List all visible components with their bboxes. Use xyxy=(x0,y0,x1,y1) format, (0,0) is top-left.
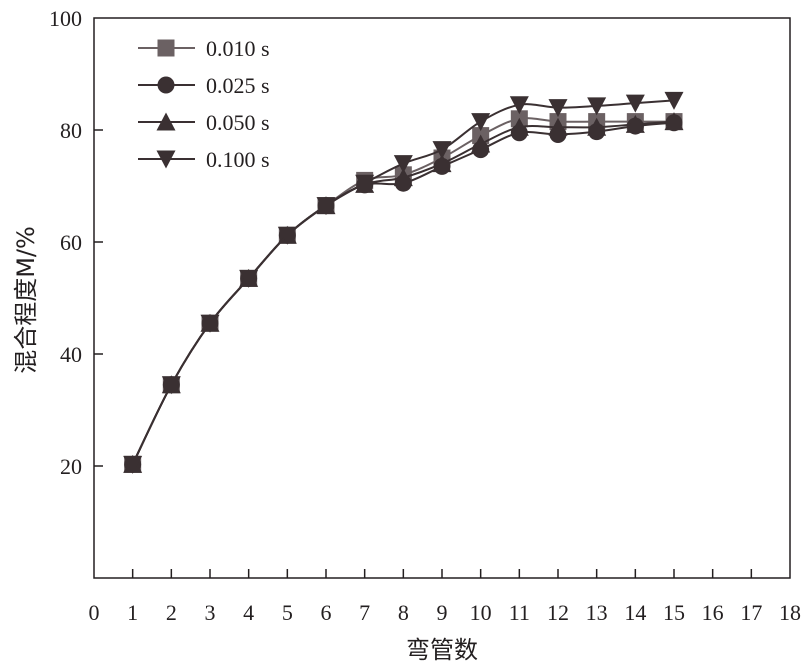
legend-label: 0.010 s xyxy=(206,36,270,61)
data-point xyxy=(316,197,336,216)
data-point xyxy=(432,154,452,173)
y-tick-label: 60 xyxy=(60,230,82,255)
x-tick-label: 9 xyxy=(437,600,448,625)
x-tick-label: 4 xyxy=(243,600,254,625)
x-tick-label: 12 xyxy=(547,600,569,625)
x-tick-label: 14 xyxy=(624,600,646,625)
y-tick-label: 40 xyxy=(60,342,82,367)
legend-item: 0.025 s xyxy=(138,73,270,98)
data-point xyxy=(393,168,413,187)
x-tick-label: 10 xyxy=(470,600,492,625)
data-point xyxy=(355,174,375,193)
plot-frame xyxy=(93,17,791,579)
x-axis: 0 1 2 3 4 5 6 7 8 9 10 11 12 13 14 15 16 17 18 xyxy=(89,569,801,625)
y-axis-title: 混合程度M/% xyxy=(12,226,40,374)
x-tick-label: 6 xyxy=(321,600,332,625)
x-tick-label: 13 xyxy=(586,600,608,625)
data-point xyxy=(123,455,143,474)
x-tick-label: 0 xyxy=(89,600,100,625)
data-point xyxy=(471,134,491,153)
legend-marker xyxy=(157,39,175,57)
series-3 xyxy=(123,91,684,474)
x-axis-title: 弯管数 xyxy=(406,636,478,664)
legend-marker xyxy=(156,150,176,169)
legend-label: 0.025 s xyxy=(206,73,270,98)
data-point xyxy=(471,113,491,132)
data-point xyxy=(432,141,452,160)
y-axis: 20 40 60 80 100 xyxy=(49,6,103,479)
data-point xyxy=(625,114,645,133)
data-point xyxy=(548,99,568,118)
y-tick-label: 20 xyxy=(60,454,82,479)
x-tick-label: 7 xyxy=(359,600,370,625)
x-tick-label: 16 xyxy=(702,600,724,625)
data-point xyxy=(239,269,259,288)
series-layer xyxy=(123,91,684,474)
x-tick-label: 18 xyxy=(779,600,801,625)
x-tick-label: 1 xyxy=(127,600,138,625)
legend-marker xyxy=(156,112,176,131)
data-point xyxy=(509,117,529,136)
y-tick-label: 100 xyxy=(49,6,82,31)
data-point xyxy=(200,314,220,333)
x-tick-label: 11 xyxy=(509,600,530,625)
legend-label: 0.050 s xyxy=(206,110,270,135)
data-point xyxy=(587,117,607,136)
x-tick-label: 15 xyxy=(663,600,685,625)
y-tick-label: 80 xyxy=(60,118,82,143)
x-tick-label: 3 xyxy=(205,600,216,625)
legend-item: 0.100 s xyxy=(138,147,270,172)
legend-item: 0.010 s xyxy=(138,36,270,61)
data-point xyxy=(393,155,413,174)
data-point xyxy=(587,97,607,116)
x-tick-label: 17 xyxy=(740,600,762,625)
legend-item: 0.050 s xyxy=(138,110,270,135)
legend: 0.010 s 0.025 s 0.050 s 0.100 s xyxy=(138,36,270,172)
x-tick-label: 8 xyxy=(398,600,409,625)
legend-label: 0.100 s xyxy=(206,147,270,172)
data-point xyxy=(625,94,645,113)
legend-marker xyxy=(157,76,175,94)
x-tick-label: 2 xyxy=(166,600,177,625)
data-point xyxy=(548,117,568,136)
data-point xyxy=(277,226,297,245)
x-tick-label: 5 xyxy=(282,600,293,625)
data-point xyxy=(509,96,529,115)
data-point xyxy=(664,112,684,131)
data-point xyxy=(664,91,684,110)
data-point xyxy=(161,376,181,395)
